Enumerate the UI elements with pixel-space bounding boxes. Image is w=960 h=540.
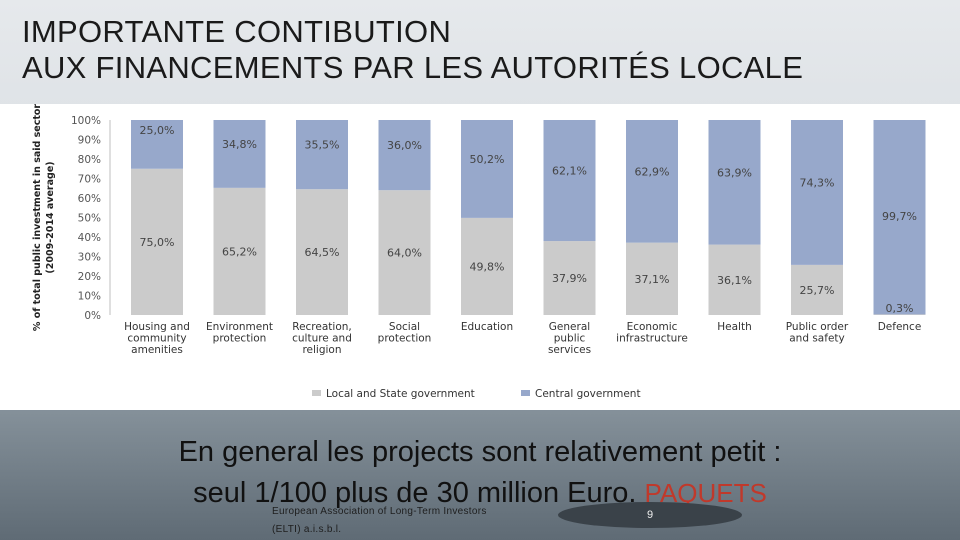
body-text-line-1: En general les projects sont relativemen… <box>178 436 782 468</box>
y-tick-label: 0% <box>84 310 101 322</box>
y-axis-title-line-2: (2009-2014 average) <box>45 161 56 273</box>
bar-central <box>213 120 266 188</box>
x-category-label: Environment <box>206 321 273 333</box>
y-tick-label: 40% <box>78 232 101 244</box>
x-category-label: Health <box>717 321 751 333</box>
data-label-central: 25,0% <box>140 124 175 137</box>
footer-credit: European Association of Long-Term Invest… <box>272 503 487 539</box>
bar-central <box>131 120 183 169</box>
data-label-central: 74,3% <box>800 176 835 189</box>
data-label-local-state: 65,2% <box>222 245 257 258</box>
bar-central <box>791 120 843 265</box>
bar-central <box>543 120 596 242</box>
body-text-line-2-main: seul 1/100 plus de 30 million Euro. <box>193 477 637 509</box>
stacked-bar-chart: 0% 10% 20% 30% 40% 50% 60% 70% 80% 90% 100% % of to… <box>32 104 926 400</box>
y-tick-label: 10% <box>78 291 101 303</box>
y-tick-label: 30% <box>78 252 101 264</box>
x-category-label: amenities <box>131 344 183 356</box>
x-category-label: and safety <box>789 333 844 345</box>
x-category-label: Housing and <box>124 321 190 333</box>
body-text-line-2: seul 1/100 plus de 30 million Euro. PAQU… <box>0 477 960 510</box>
data-label-central: 63,9% <box>717 166 752 179</box>
data-label-central: 99,7% <box>882 210 917 223</box>
data-label-local-state: 49,8% <box>470 260 505 273</box>
bar-local-state <box>461 217 513 315</box>
slide-title: IMPORTANTE CONTIBUTION AUX FINANCEMENTS … <box>22 14 942 86</box>
footer-credit-line-1: European Association of Long-Term Invest… <box>272 506 487 517</box>
data-label-central: 50,2% <box>470 153 505 166</box>
data-label-local-state: 75,0% <box>140 236 175 249</box>
x-category-label: Economic <box>627 321 678 333</box>
data-label-central: 34,8% <box>222 138 257 151</box>
y-tick-label: 60% <box>78 193 101 205</box>
title-line-2: AUX FINANCEMENTS PAR LES AUTORITÉS LOCAL… <box>22 50 804 85</box>
x-category-label: services <box>548 344 591 356</box>
x-category-label: protection <box>213 333 267 345</box>
x-category-label: community <box>127 333 186 345</box>
legend-swatch-local-state <box>312 390 321 396</box>
data-label-local-state: 64,5% <box>305 246 340 259</box>
data-label-central: 36,0% <box>387 139 422 152</box>
title-line-1: IMPORTANTE CONTIBUTION <box>22 14 452 49</box>
footer-credit-line-2: (ELTI) a.i.s.b.l. <box>272 524 342 535</box>
y-tick-label: 70% <box>78 174 101 186</box>
bar-local-state <box>543 241 596 315</box>
x-category-label: Recreation, <box>292 321 352 333</box>
x-category-label: Education <box>461 321 513 333</box>
bar-local-state <box>131 168 183 315</box>
data-label-local-state: 37,9% <box>552 272 587 285</box>
data-label-central: 62,1% <box>552 165 587 178</box>
bar-central <box>461 120 513 218</box>
bar-local-state <box>296 189 348 315</box>
data-label-central: 35,5% <box>305 139 340 152</box>
bar-central <box>626 120 678 243</box>
legend-label-local-state: Local and State government <box>326 388 475 400</box>
x-category-label: infrastructure <box>616 333 688 345</box>
y-tick-label: 80% <box>78 154 101 166</box>
data-label-local-state: 0,3% <box>886 302 914 315</box>
bar-local-state <box>873 314 926 315</box>
bar-central <box>873 120 926 315</box>
bar-local-state <box>708 244 761 315</box>
data-label-local-state: 36,1% <box>717 274 752 287</box>
x-category-label: religion <box>302 344 341 356</box>
bar-local-state <box>378 190 431 315</box>
y-tick-label: 50% <box>78 213 101 225</box>
bar-central <box>378 120 431 191</box>
x-category-label: protection <box>378 333 432 345</box>
x-category-label: General <box>549 321 590 333</box>
bar-central <box>708 120 761 245</box>
chart-panel: 0% 10% 20% 30% 40% 50% 60% 70% 80% 90% 100% % of to… <box>0 104 960 410</box>
y-tick-label: 20% <box>78 271 101 283</box>
x-category-label: public <box>554 333 586 345</box>
y-tick-label: 90% <box>78 135 101 147</box>
x-category-label: culture and <box>292 333 352 345</box>
bar-central <box>296 120 348 190</box>
y-axis-title-line-1: % of total public investment in said sec… <box>32 104 43 331</box>
page-number: 9 <box>558 502 742 528</box>
data-label-central: 62,9% <box>635 165 670 178</box>
data-label-local-state: 37,1% <box>635 273 670 286</box>
bar-local-state <box>213 187 266 315</box>
data-label-local-state: 64,0% <box>387 247 422 260</box>
data-label-local-state: 25,7% <box>800 284 835 297</box>
x-category-label: Social <box>389 321 420 333</box>
x-category-label: Public order <box>786 321 849 333</box>
bar-local-state <box>791 264 843 315</box>
legend-label-central: Central government <box>535 388 641 400</box>
x-category-label: Defence <box>878 321 922 333</box>
legend-swatch-central <box>521 390 530 396</box>
y-tick-label: 100% <box>71 115 101 127</box>
bar-local-state <box>626 242 678 315</box>
